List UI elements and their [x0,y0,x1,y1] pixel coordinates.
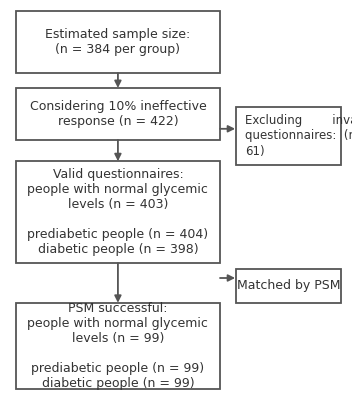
Text: prediabetic people (n = 404): prediabetic people (n = 404) [27,228,208,241]
Text: Valid questionnaires:: Valid questionnaires: [52,168,183,180]
Text: Excluding        invalid: Excluding invalid [245,114,352,127]
FancyBboxPatch shape [236,269,341,303]
Text: prediabetic people (n = 99): prediabetic people (n = 99) [31,362,205,375]
Text: response (n = 422): response (n = 422) [58,115,178,128]
Text: levels (n = 99): levels (n = 99) [72,332,164,345]
FancyBboxPatch shape [16,11,220,73]
FancyBboxPatch shape [16,88,220,140]
Text: Considering 10% ineffective: Considering 10% ineffective [30,100,206,113]
Text: diabetic people (n = 99): diabetic people (n = 99) [42,378,194,390]
Text: Matched by PSM: Matched by PSM [237,280,340,292]
Text: diabetic people (n = 398): diabetic people (n = 398) [38,244,198,256]
FancyBboxPatch shape [236,107,341,165]
Text: people with normal glycemic: people with normal glycemic [27,183,208,196]
FancyBboxPatch shape [16,303,220,389]
Text: (n = 384 per group): (n = 384 per group) [55,43,181,56]
Text: Estimated sample size:: Estimated sample size: [45,28,190,41]
Text: questionnaires:  (n =: questionnaires: (n = [245,130,352,142]
Text: levels (n = 403): levels (n = 403) [68,198,168,211]
FancyBboxPatch shape [16,161,220,263]
Text: people with normal glycemic: people with normal glycemic [27,317,208,330]
Text: PSM successful:: PSM successful: [68,302,168,314]
Text: 61): 61) [245,145,264,158]
